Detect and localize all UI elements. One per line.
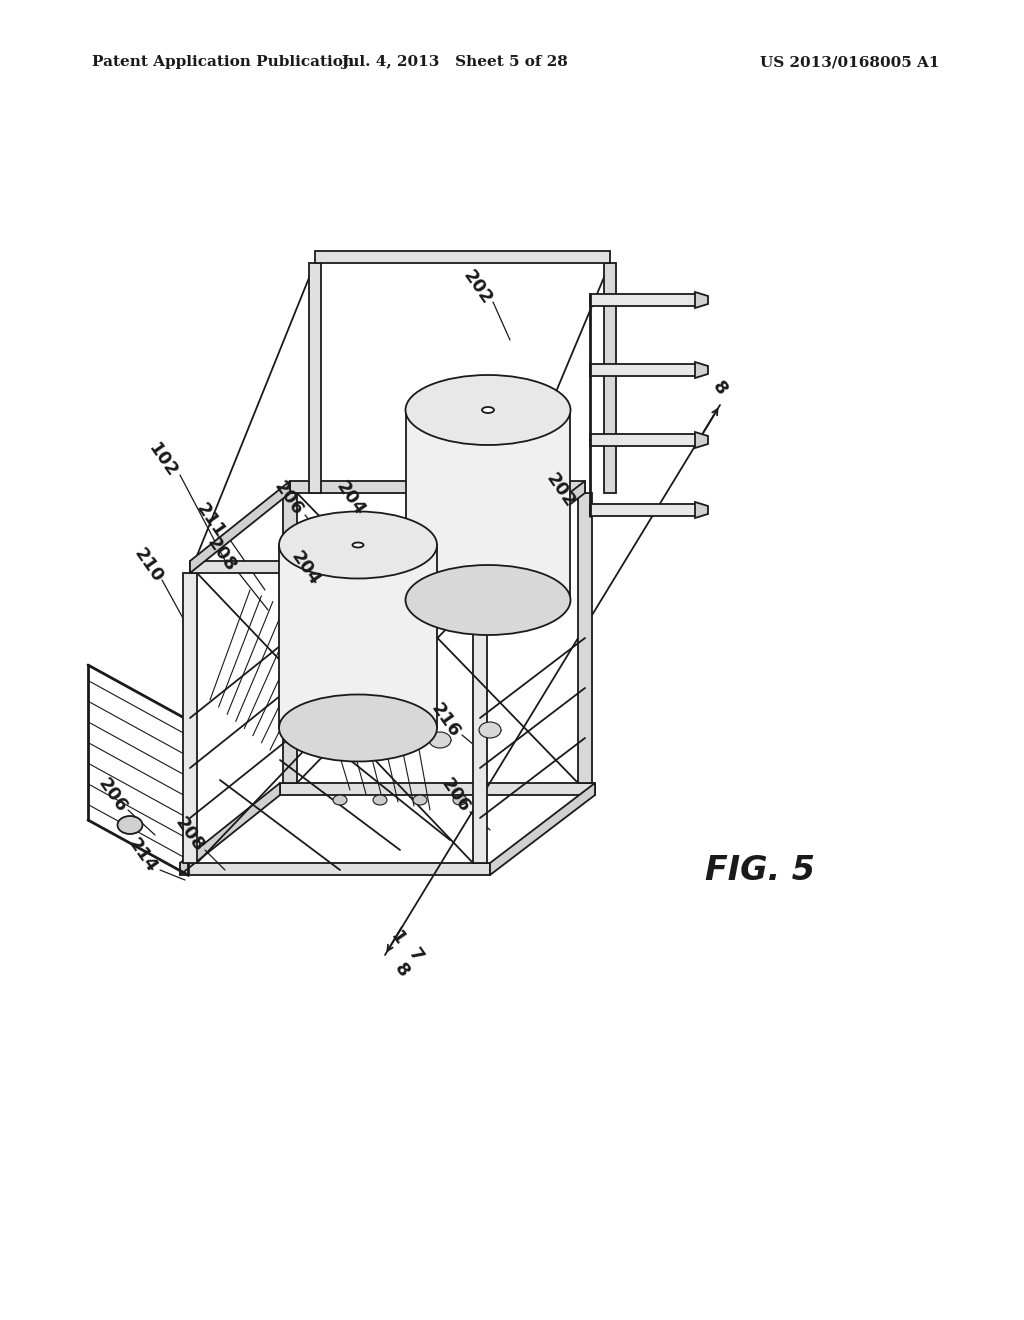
Text: 102: 102 <box>144 440 181 480</box>
Text: 208: 208 <box>204 535 241 576</box>
Polygon shape <box>279 545 437 729</box>
Polygon shape <box>88 665 188 820</box>
Text: 1: 1 <box>387 928 409 948</box>
Polygon shape <box>480 480 585 573</box>
Polygon shape <box>590 364 700 376</box>
Polygon shape <box>180 863 490 875</box>
Text: 214: 214 <box>124 834 160 875</box>
Polygon shape <box>590 504 700 516</box>
Ellipse shape <box>453 795 467 805</box>
Polygon shape <box>695 432 708 447</box>
Polygon shape <box>473 573 487 863</box>
Ellipse shape <box>413 795 427 805</box>
Text: 7: 7 <box>404 945 426 965</box>
Ellipse shape <box>329 722 351 738</box>
Ellipse shape <box>279 694 437 762</box>
Text: 206: 206 <box>437 775 473 816</box>
Polygon shape <box>309 263 321 492</box>
Polygon shape <box>590 434 700 446</box>
Polygon shape <box>183 573 197 863</box>
Text: 8: 8 <box>391 960 413 981</box>
Ellipse shape <box>279 511 437 578</box>
Text: 204: 204 <box>332 478 368 519</box>
Polygon shape <box>695 362 708 378</box>
Ellipse shape <box>379 737 401 752</box>
Polygon shape <box>695 502 708 517</box>
Polygon shape <box>180 783 280 875</box>
Text: Patent Application Publication: Patent Application Publication <box>92 55 354 69</box>
Polygon shape <box>604 263 616 492</box>
Polygon shape <box>406 411 570 601</box>
Polygon shape <box>578 492 592 783</box>
Text: 204: 204 <box>287 548 324 589</box>
Text: 8: 8 <box>709 378 731 399</box>
Polygon shape <box>283 492 297 783</box>
Polygon shape <box>190 561 480 573</box>
Polygon shape <box>190 480 290 573</box>
Text: 202: 202 <box>542 470 579 511</box>
Polygon shape <box>315 251 610 263</box>
Ellipse shape <box>352 543 364 548</box>
Polygon shape <box>695 292 708 308</box>
Text: 216: 216 <box>427 700 463 741</box>
Text: 202: 202 <box>459 267 496 308</box>
Text: 211: 211 <box>191 499 228 540</box>
Ellipse shape <box>118 816 142 834</box>
Ellipse shape <box>406 375 570 445</box>
Polygon shape <box>290 480 585 492</box>
Text: 210: 210 <box>130 544 166 586</box>
Text: US 2013/0168005 A1: US 2013/0168005 A1 <box>761 55 940 69</box>
Polygon shape <box>490 783 595 875</box>
Ellipse shape <box>406 565 570 635</box>
Polygon shape <box>590 294 700 306</box>
Ellipse shape <box>479 722 501 738</box>
Text: 208: 208 <box>172 814 208 855</box>
Ellipse shape <box>429 733 451 748</box>
Ellipse shape <box>333 795 347 805</box>
Text: 206: 206 <box>270 478 306 519</box>
Text: FIG. 5: FIG. 5 <box>705 854 815 887</box>
Ellipse shape <box>482 407 494 413</box>
Text: 206: 206 <box>94 775 130 816</box>
Polygon shape <box>280 783 595 795</box>
Ellipse shape <box>373 795 387 805</box>
Text: Jul. 4, 2013   Sheet 5 of 28: Jul. 4, 2013 Sheet 5 of 28 <box>342 55 568 69</box>
